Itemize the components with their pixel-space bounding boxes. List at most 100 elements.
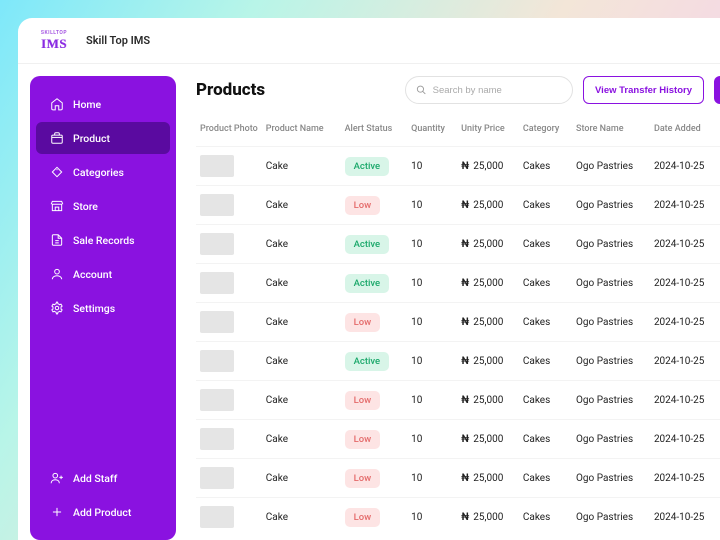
- sidebar-item-account[interactable]: Account: [36, 258, 170, 290]
- view-transfer-history-button[interactable]: View Transfer History: [583, 76, 704, 104]
- table-row[interactable]: CakeActive10₦ 25,000CakesOgo Pastries202…: [196, 342, 720, 381]
- product-name-cell: Cake: [262, 420, 341, 459]
- product-name-cell: Cake: [262, 303, 341, 342]
- settings-icon: [50, 301, 64, 315]
- sale-icon: [50, 233, 64, 247]
- sidebar-item-settimgs[interactable]: Settimgs: [36, 292, 170, 324]
- alert-status-cell: Low: [341, 381, 408, 420]
- category-cell: Cakes: [519, 381, 572, 420]
- sidebar-item-add-staff[interactable]: Add Staff: [36, 462, 170, 494]
- sidebar-item-store[interactable]: Store: [36, 190, 170, 222]
- search-box[interactable]: [405, 76, 573, 104]
- product-photo-cell: [196, 342, 262, 381]
- status-badge: Active: [345, 352, 390, 371]
- logo-title: IMS: [41, 36, 67, 52]
- currency-symbol: ₦: [461, 395, 469, 406]
- column-header: Alert Status: [341, 118, 408, 147]
- alert-status-cell: Low: [341, 186, 408, 225]
- product-photo-cell: [196, 381, 262, 420]
- alert-status-cell: Active: [341, 147, 408, 186]
- sidebar-item-label: Categories: [73, 166, 124, 179]
- quantity-cell: 10: [407, 459, 457, 498]
- status-badge: Active: [345, 157, 390, 176]
- table-row[interactable]: CakeLow10₦ 25,000CakesOgo Pastries2024-1…: [196, 420, 720, 459]
- main-content: Products View Transfer History Product P…: [176, 64, 720, 540]
- sidebar-item-label: Add Product: [73, 506, 131, 519]
- quantity-cell: 10: [407, 420, 457, 459]
- store-icon: [50, 199, 64, 213]
- sidebar-item-home[interactable]: Home: [36, 88, 170, 120]
- price-cell: ₦ 25,000: [457, 498, 519, 537]
- sidebar-item-label: Account: [73, 268, 112, 281]
- category-cell: Cakes: [519, 459, 572, 498]
- table-row[interactable]: CakeActive10₦ 25,000CakesOgo Pastries202…: [196, 147, 720, 186]
- sidebar-item-label: Store: [73, 200, 98, 213]
- sidebar-item-product[interactable]: Product: [36, 122, 170, 154]
- sidebar-item-label: Settimgs: [73, 302, 115, 315]
- search-input[interactable]: [433, 85, 562, 96]
- store-cell: Ogo Pastries: [572, 264, 650, 303]
- product-name-cell: Cake: [262, 342, 341, 381]
- alert-status-cell: Active: [341, 264, 408, 303]
- table-row[interactable]: CakeLow10₦ 25,000CakesOgo Pastries2024-1…: [196, 186, 720, 225]
- quantity-cell: 10: [407, 147, 457, 186]
- category-cell: Cakes: [519, 225, 572, 264]
- content-header: Products View Transfer History: [196, 76, 720, 104]
- quantity-cell: 10: [407, 225, 457, 264]
- status-badge: Low: [345, 313, 381, 332]
- price-cell: ₦ 25,000: [457, 186, 519, 225]
- currency-symbol: ₦: [461, 200, 469, 211]
- column-header: Store Name: [572, 118, 650, 147]
- store-cell: Ogo Pastries: [572, 186, 650, 225]
- addproduct-icon: [50, 505, 64, 519]
- price-cell: ₦ 25,000: [457, 420, 519, 459]
- photo-placeholder: [200, 272, 234, 294]
- photo-placeholder: [200, 428, 234, 450]
- photo-placeholder: [200, 194, 234, 216]
- app-title: Skill Top IMS: [86, 34, 150, 47]
- status-badge: Low: [345, 391, 381, 410]
- quantity-cell: 10: [407, 264, 457, 303]
- sidebar-item-sale-records[interactable]: Sale Records: [36, 224, 170, 256]
- product-name-cell: Cake: [262, 381, 341, 420]
- column-header: Product Name: [262, 118, 341, 147]
- quantity-cell: 10: [407, 381, 457, 420]
- store-cell: Ogo Pastries: [572, 459, 650, 498]
- add-button-partial[interactable]: [714, 76, 720, 104]
- logo: SKILLTOP IMS: [32, 26, 76, 56]
- sidebar-item-categories[interactable]: Categories: [36, 156, 170, 188]
- price-cell: ₦ 25,000: [457, 225, 519, 264]
- status-badge: Active: [345, 274, 390, 293]
- sidebar-item-label: Product: [73, 132, 110, 145]
- date-cell: 2024-10-25: [650, 342, 720, 381]
- product-name-cell: Cake: [262, 264, 341, 303]
- table-row[interactable]: CakeLow10₦ 25,000CakesOgo Pastries2024-1…: [196, 381, 720, 420]
- price-cell: ₦ 25,000: [457, 342, 519, 381]
- column-header: Product Photo: [196, 118, 262, 147]
- account-icon: [50, 267, 64, 281]
- sidebar-item-add-product[interactable]: Add Product: [36, 496, 170, 528]
- date-cell: 2024-10-25: [650, 459, 720, 498]
- store-cell: Ogo Pastries: [572, 342, 650, 381]
- status-badge: Low: [345, 196, 381, 215]
- price-cell: ₦ 25,000: [457, 264, 519, 303]
- category-cell: Cakes: [519, 264, 572, 303]
- column-header: Quantity: [407, 118, 457, 147]
- currency-symbol: ₦: [461, 473, 469, 484]
- table-row[interactable]: CakeLow10₦ 25,000CakesOgo Pastries2024-1…: [196, 303, 720, 342]
- table-row[interactable]: CakeLow10₦ 25,000CakesOgo Pastries2024-1…: [196, 459, 720, 498]
- photo-placeholder: [200, 311, 234, 333]
- product-photo-cell: [196, 498, 262, 537]
- category-cell: Cakes: [519, 147, 572, 186]
- table-row[interactable]: CakeActive10₦ 25,000CakesOgo Pastries202…: [196, 225, 720, 264]
- date-cell: 2024-10-25: [650, 498, 720, 537]
- currency-symbol: ₦: [461, 239, 469, 250]
- currency-symbol: ₦: [461, 356, 469, 367]
- table-row[interactable]: CakeActive10₦ 25,000CakesOgo Pastries202…: [196, 264, 720, 303]
- product-icon: [50, 131, 64, 145]
- table-row[interactable]: CakeLow10₦ 25,000CakesOgo Pastries2024-1…: [196, 498, 720, 537]
- price-cell: ₦ 25,000: [457, 459, 519, 498]
- column-header: Category: [519, 118, 572, 147]
- photo-placeholder: [200, 350, 234, 372]
- store-cell: Ogo Pastries: [572, 147, 650, 186]
